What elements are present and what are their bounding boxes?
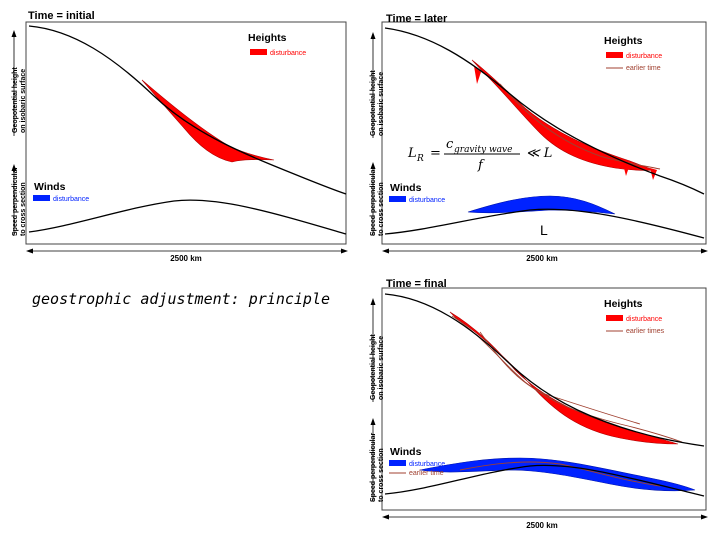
equation-lhs: L xyxy=(407,146,417,161)
scale-label: 2500 km xyxy=(170,254,202,263)
panel-initial-svg: Time = initial Geopotential height on is… xyxy=(11,10,348,263)
left-arrow-icon xyxy=(382,514,389,520)
up-arrow-icon xyxy=(370,162,376,169)
left-arrow-icon xyxy=(382,248,389,254)
heights-disturbance-area xyxy=(449,311,679,445)
y-axis-label-heights-line2: on isobaric surface xyxy=(378,72,385,136)
heights-legend-earlier: earlier times xyxy=(626,328,665,335)
heights-disturbance-area xyxy=(141,79,275,163)
y-axis-label-winds-line1: Speed perpendicular xyxy=(370,166,377,236)
y-axis-label-heights-line1: Geopotential height xyxy=(12,67,19,133)
winds-disturbance-area xyxy=(419,457,696,492)
winds-label: Winds xyxy=(390,446,422,458)
heights-legend-swatch xyxy=(606,52,623,58)
panel-initial: Time = initial Geopotential height on is… xyxy=(4,8,352,263)
heights-label: Heights xyxy=(604,35,643,47)
equation-numerator: c xyxy=(446,137,454,152)
winds-earlier-time-curve xyxy=(459,461,661,487)
scale-label: 2500 km xyxy=(526,254,558,263)
slide-caption: geostrophic adjustment: principle xyxy=(32,290,331,308)
panel-title: Time = later xyxy=(386,13,448,25)
y-axis-label-winds-line2: to cross section xyxy=(378,182,385,236)
up-arrow-icon xyxy=(370,32,376,39)
winds-curve xyxy=(384,464,705,497)
winds-legend-label: disturbance xyxy=(53,196,89,203)
heights-label: Heights xyxy=(248,32,287,44)
heights-legend-swatch xyxy=(606,315,623,321)
up-arrow-icon xyxy=(370,298,376,305)
y-axis-label-winds-line2: to cross section xyxy=(20,182,27,236)
panel-later-svg: Time = later Geopotential height on isob… xyxy=(370,13,708,263)
winds-legend-swatch xyxy=(389,460,406,466)
winds-legend-label: disturbance xyxy=(409,197,445,204)
panel-title: Time = final xyxy=(386,278,447,290)
panel-final: Time = final Geopotential height on isob… xyxy=(360,272,714,538)
frame xyxy=(381,287,707,511)
panel-final-svg: Time = final Geopotential height on isob… xyxy=(370,278,708,530)
frame xyxy=(25,21,347,245)
winds-curve xyxy=(384,208,705,239)
heights-curve xyxy=(384,27,705,195)
heights-label: Heights xyxy=(604,298,643,310)
y-axis-label-winds-line1: Speed perpendicular xyxy=(370,432,377,502)
panel-later: Time = later Geopotential height on isob… xyxy=(360,8,714,265)
winds-legend-disturbance: disturbance xyxy=(409,461,445,468)
heights-legend-swatch xyxy=(250,49,267,55)
y-axis-label-winds-line1: Speed perpendicular xyxy=(12,166,19,236)
winds-label: Winds xyxy=(34,181,66,193)
y-axis-label-heights-line2: on isobaric surface xyxy=(378,336,385,400)
up-arrow-icon xyxy=(11,30,17,37)
heights-curve xyxy=(28,25,347,195)
up-arrow-icon xyxy=(11,164,17,171)
equation-equals: = xyxy=(430,146,441,161)
y-axis-label-heights-line1: Geopotential height xyxy=(370,70,377,136)
low-marker: L xyxy=(540,222,548,238)
earlier-times-curve xyxy=(479,331,641,425)
equation-lhs-subscript: R xyxy=(416,154,424,164)
y-axis-label-heights-line2: on isobaric surface xyxy=(20,69,27,133)
scale-label: 2500 km xyxy=(526,521,558,530)
earlier-times-curve xyxy=(451,315,683,443)
panel-title: Time = initial xyxy=(28,10,95,22)
up-arrow-icon xyxy=(370,418,376,425)
winds-legend-swatch xyxy=(389,196,406,202)
heights-curve xyxy=(384,293,705,447)
y-axis-label-heights-line1: Geopotential height xyxy=(370,334,377,400)
heights-legend-label: disturbance xyxy=(270,50,306,57)
earlier-time-curve xyxy=(499,83,661,170)
right-arrow-icon xyxy=(701,248,708,254)
right-arrow-icon xyxy=(341,248,348,254)
winds-curve xyxy=(28,199,347,235)
winds-legend-swatch xyxy=(33,195,50,201)
winds-label: Winds xyxy=(390,182,422,194)
equation-relation: ≪ L xyxy=(526,146,552,161)
heights-legend-disturbance: disturbance xyxy=(626,53,662,60)
right-arrow-icon xyxy=(701,514,708,520)
equation-numerator-subscript: gravity wave xyxy=(454,145,512,155)
y-axis-label-winds-line2: to cross section xyxy=(378,448,385,502)
heights-legend-earlier: earlier time xyxy=(626,65,661,72)
equation-denominator: f xyxy=(477,158,485,173)
rossby-radius-equation: L R = c gravity wave f ≪ L xyxy=(407,137,552,173)
left-arrow-icon xyxy=(26,248,33,254)
winds-legend-earlier: earlier time xyxy=(409,470,444,477)
heights-legend-disturbance: disturbance xyxy=(626,316,662,323)
